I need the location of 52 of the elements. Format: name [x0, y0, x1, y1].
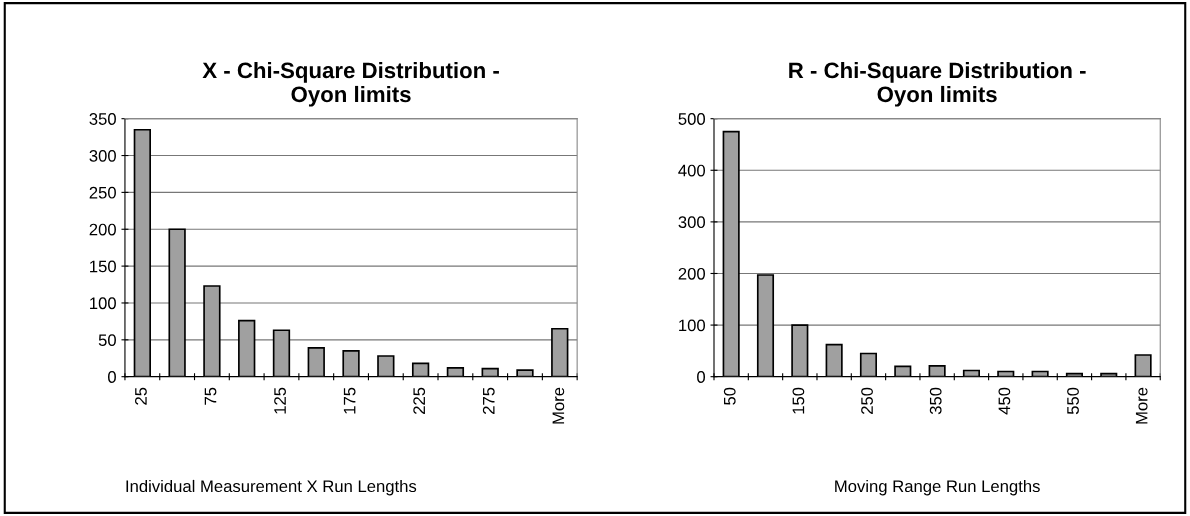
x-axis-title: Individual Measurement X Run Lengths: [126, 479, 417, 496]
y-tick-label: 200: [89, 223, 116, 236]
bar: [307, 347, 325, 377]
y-tick-label: 350: [89, 113, 116, 125]
x-tick-label: 125: [274, 387, 286, 414]
bar: [238, 319, 256, 377]
bar: [272, 329, 291, 377]
x-tick-label: 275: [482, 387, 495, 414]
x-axis-title: Moving Range Run Lengths: [835, 479, 1040, 496]
x-tick-label: More: [1135, 387, 1148, 424]
x-tick-label: 175: [343, 387, 356, 414]
bar: [168, 228, 186, 377]
bar: [377, 355, 395, 377]
bar: [756, 274, 775, 377]
x-tick-label: 225: [413, 387, 426, 414]
bar: [791, 324, 809, 377]
bar: [928, 365, 946, 377]
y-tick-label: 0: [697, 371, 706, 383]
y-tick-label: 300: [89, 149, 116, 162]
chart-title: R - Chi-Square Distribution - Oyon limits: [789, 61, 1086, 107]
bar: [1134, 354, 1152, 377]
bar: [859, 352, 878, 377]
x-tick-label: 550: [1067, 387, 1079, 415]
bar: [342, 350, 360, 377]
y-tick-label: 200: [678, 267, 706, 280]
y-tick-label: 50: [98, 334, 116, 347]
x-tick-label: 150: [792, 387, 805, 414]
x-tick-label: 250: [861, 387, 873, 414]
chart-title: X - Chi-Square Distribution - Oyon limits: [202, 61, 499, 107]
y-tick-label: 150: [90, 260, 116, 273]
x-tick-label: 25: [135, 387, 147, 405]
y-tick-label: 400: [678, 164, 706, 177]
bar: [446, 366, 465, 377]
bar: [516, 369, 534, 377]
y-tick-label: 100: [90, 297, 116, 310]
bar: [825, 343, 843, 377]
bar: [411, 362, 430, 377]
y-tick-label: 100: [679, 319, 706, 332]
bar: [203, 285, 221, 377]
x-tick-label: 350: [929, 387, 942, 415]
x-tick-label: 450: [998, 387, 1011, 415]
y-tick-label: 0: [108, 371, 116, 383]
x-tick-label: More: [552, 387, 565, 424]
bar: [722, 130, 740, 377]
bar: [894, 365, 912, 377]
bar: [133, 128, 152, 377]
y-tick-label: 500: [678, 113, 706, 125]
bar: [551, 327, 569, 377]
y-tick-label: 250: [89, 186, 116, 199]
y-tick-label: 300: [678, 216, 706, 229]
x-tick-label: 75: [204, 387, 217, 405]
x-tick-label: 50: [723, 387, 736, 405]
